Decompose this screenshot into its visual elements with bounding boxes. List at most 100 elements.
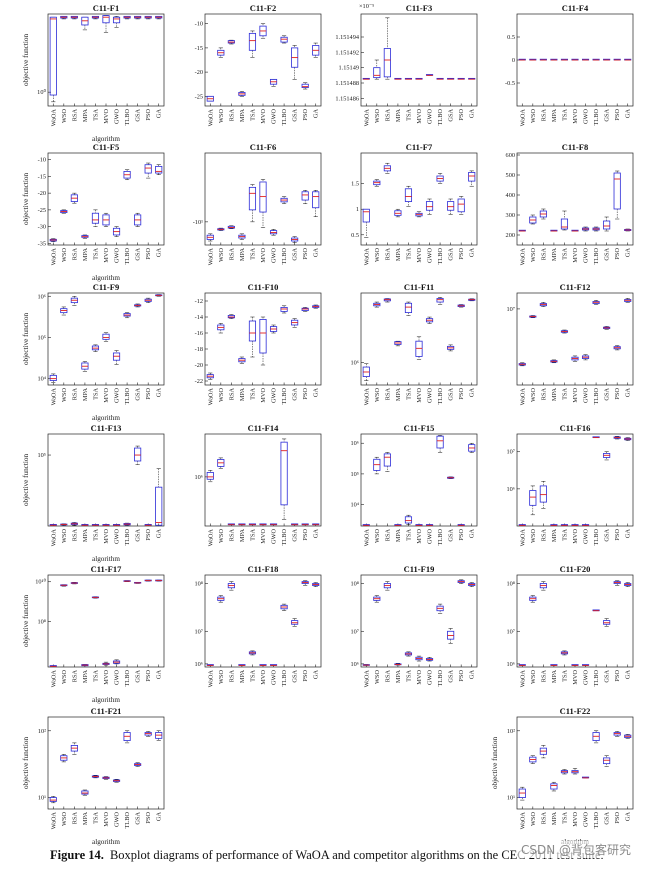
box-ga	[312, 190, 320, 217]
box-mvo	[571, 524, 579, 526]
panel-title: C11-F20	[560, 564, 591, 574]
x-tick-label: WSO	[218, 248, 225, 262]
y-tick-label: 10⁴	[38, 376, 47, 383]
x-tick-label: GWO	[583, 812, 590, 827]
x-tick-label: WaOA	[363, 388, 370, 406]
x-tick-label: MVO	[416, 670, 423, 685]
box-wso	[60, 754, 68, 763]
box-iqr	[248, 32, 257, 51]
x-tick-label: TSA	[405, 670, 412, 682]
x-tick-label: WaOA	[50, 812, 57, 830]
y-tick-label: 10⁷	[507, 449, 516, 456]
x-tick-label: WaOA	[50, 670, 57, 688]
box-waoa	[518, 58, 526, 61]
box-wso	[373, 301, 381, 308]
x-tick-label: PSO	[302, 529, 309, 541]
box-wso	[373, 595, 381, 603]
box-mpa	[394, 663, 402, 666]
panel-title: C11-F7	[406, 142, 433, 152]
x-tick-label: GA	[313, 248, 320, 258]
y-tick-label: 1.15149	[339, 65, 359, 72]
x-tick-label: PSO	[458, 248, 465, 260]
box-mpa	[550, 229, 558, 232]
box-iqr	[550, 783, 558, 790]
x-tick-label: MPA	[551, 812, 558, 826]
axes-frame	[47, 433, 165, 527]
box-iqr	[112, 16, 121, 24]
x-tick-label: GSA	[604, 388, 611, 401]
y-tick-label: 10¹	[507, 795, 515, 802]
x-tick-label: WaOA	[519, 388, 526, 406]
x-tick-label: WaOA	[207, 109, 214, 127]
panel-c11-f14: C11-F14 10⁶ WaOA WSO RSA MPA TSA MVO GWO TLBO GSA P…	[195, 423, 322, 546]
x-tick-label: TLBO	[593, 529, 600, 546]
panel-c11-f5: C11-F5 -10 -15 -20 -25 -30 -35 WaOA WSO RSA MPA TSA…	[22, 142, 165, 282]
box-pso	[457, 304, 465, 308]
box-gsa	[134, 15, 142, 20]
x-tick-label: RSA	[228, 388, 235, 401]
box-gsa	[291, 318, 299, 328]
box-pso	[613, 731, 621, 737]
x-tick-label: GA	[156, 670, 163, 680]
x-tick-label: RSA	[384, 388, 391, 401]
box-gwo	[269, 664, 278, 666]
x-tick-label: GSA	[135, 812, 142, 825]
box-mpa	[81, 16, 89, 31]
x-tick-label: MPA	[82, 670, 89, 684]
box-gwo	[581, 226, 590, 232]
y-tick-label: 10⁸	[38, 618, 47, 625]
x-tick-label: PSO	[145, 670, 152, 682]
y-tick-label: 1.151494	[335, 34, 359, 41]
box-pso	[301, 580, 309, 586]
box-gwo	[425, 524, 434, 526]
x-tick-label: RSA	[228, 248, 235, 261]
box-rsa	[383, 17, 391, 80]
y-tick-label: -12	[195, 298, 203, 305]
x-tick-label: MVO	[416, 248, 423, 263]
box-pso	[457, 579, 465, 584]
box-mvo	[571, 664, 579, 666]
box-mpa	[238, 664, 246, 666]
panel-c11-f6: C11-F6 -10¹ WaOA WSO RSA MPA TSA MVO GWO TLBO GSA P…	[193, 142, 322, 265]
x-tick-label: GSA	[292, 109, 299, 122]
box-tlbo	[123, 730, 131, 744]
x-tick-label: MVO	[103, 388, 110, 403]
box-gwo	[269, 324, 278, 334]
box-waoa	[518, 524, 526, 526]
box-iqr	[155, 486, 163, 526]
box-wso	[217, 457, 225, 469]
box-mvo	[415, 524, 423, 526]
x-tick-label: GWO	[271, 529, 278, 544]
x-tick-label: TLBO	[124, 529, 131, 546]
y-tick-label: 10⁵	[38, 452, 47, 459]
axes-frame	[360, 574, 478, 668]
box-wso	[217, 47, 225, 58]
caption-label: Figure 14.	[50, 848, 104, 862]
x-tick-label: MVO	[103, 109, 110, 124]
y-tick-label: 10⁵	[38, 334, 47, 341]
x-tick-label: GSA	[135, 670, 142, 683]
box-mvo	[571, 768, 579, 775]
box-gsa	[603, 451, 611, 461]
box-iqr	[362, 208, 370, 223]
y-tick-label: 10⁷	[507, 306, 516, 313]
x-tick-label: TSA	[92, 248, 99, 260]
x-tick-label: TLBO	[593, 248, 600, 265]
box-waoa	[206, 664, 214, 666]
box-mpa	[238, 91, 246, 97]
y-tick-label: -0.5	[505, 80, 515, 87]
y-axis-label: objective function	[22, 737, 30, 789]
box-gwo	[269, 78, 278, 87]
x-tick-label: TSA	[405, 529, 412, 541]
y-tick-label: 10⁶	[507, 486, 516, 493]
x-tick-label: GA	[156, 388, 163, 398]
x-tick-label: GWO	[271, 388, 278, 403]
y-tick-label: -15	[38, 173, 46, 180]
axes-frame	[204, 433, 322, 527]
y-axis-label: objective function	[491, 737, 499, 789]
x-tick-label: RSA	[71, 388, 78, 401]
box-tsa	[560, 524, 569, 526]
y-tick-label: 1.5	[351, 181, 359, 188]
x-tick-label: WSO	[530, 388, 537, 402]
